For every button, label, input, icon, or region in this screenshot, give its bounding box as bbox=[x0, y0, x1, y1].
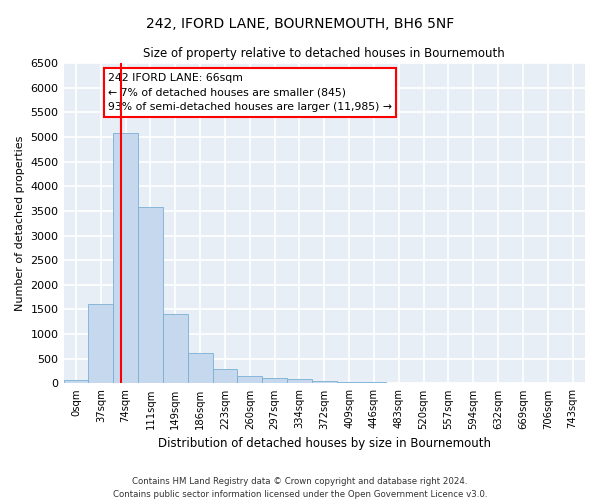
Bar bbox=[312, 381, 337, 384]
Bar bbox=[188, 354, 212, 384]
Bar bbox=[262, 378, 287, 384]
Bar bbox=[337, 382, 362, 384]
Bar bbox=[88, 304, 113, 384]
Title: Size of property relative to detached houses in Bournemouth: Size of property relative to detached ho… bbox=[143, 48, 505, 60]
Text: 242 IFORD LANE: 66sqm
← 7% of detached houses are smaller (845)
93% of semi-deta: 242 IFORD LANE: 66sqm ← 7% of detached h… bbox=[108, 72, 392, 112]
Text: 242, IFORD LANE, BOURNEMOUTH, BH6 5NF: 242, IFORD LANE, BOURNEMOUTH, BH6 5NF bbox=[146, 18, 454, 32]
Text: Contains HM Land Registry data © Crown copyright and database right 2024.
Contai: Contains HM Land Registry data © Crown c… bbox=[113, 478, 487, 499]
Y-axis label: Number of detached properties: Number of detached properties bbox=[15, 136, 25, 311]
Bar bbox=[64, 380, 88, 384]
Bar bbox=[362, 382, 386, 384]
Bar bbox=[113, 133, 138, 384]
Bar bbox=[212, 369, 238, 384]
Bar bbox=[386, 382, 411, 384]
Bar bbox=[163, 314, 188, 384]
X-axis label: Distribution of detached houses by size in Bournemouth: Distribution of detached houses by size … bbox=[158, 437, 491, 450]
Bar bbox=[287, 379, 312, 384]
Bar bbox=[138, 207, 163, 384]
Bar bbox=[238, 376, 262, 384]
